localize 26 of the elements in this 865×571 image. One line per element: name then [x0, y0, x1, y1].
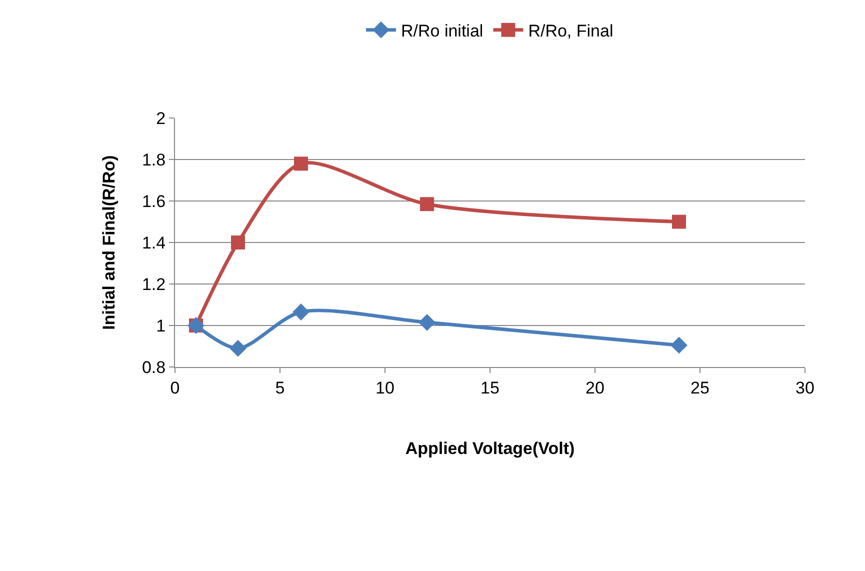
x-tick-label: 20 [586, 378, 604, 398]
point [292, 304, 310, 320]
point [231, 236, 245, 250]
x-axis-title: Applied Voltage(Volt) [405, 438, 575, 458]
x-tick-label: 25 [690, 378, 710, 398]
legend-label: R/Ro initial [401, 21, 484, 40]
y-axis-title: Initial and Final(R/Ro) [100, 155, 119, 330]
y-tick-label: 2 [156, 108, 166, 128]
point [672, 214, 686, 229]
y-tick-label: 1.4 [142, 233, 166, 252]
x-tick-label: 30 [796, 378, 814, 398]
point [670, 336, 688, 354]
x-tick-label: 0 [170, 378, 180, 398]
x-tick-label: 15 [480, 378, 500, 398]
x-tick-label: 5 [275, 378, 285, 398]
y-tick-label: 1.8 [142, 150, 166, 170]
point [418, 314, 436, 331]
y-tick-label: 1.2 [142, 274, 166, 294]
y-tick-label: 0.8 [142, 358, 166, 377]
y-tick-label: 1 [156, 316, 166, 336]
point [294, 156, 308, 171]
y-tick-label: 1.6 [142, 192, 166, 211]
point [230, 340, 246, 357]
legend-label: R/Ro, Final [528, 21, 614, 40]
x-tick-label: 10 [376, 378, 394, 398]
point [420, 197, 434, 212]
